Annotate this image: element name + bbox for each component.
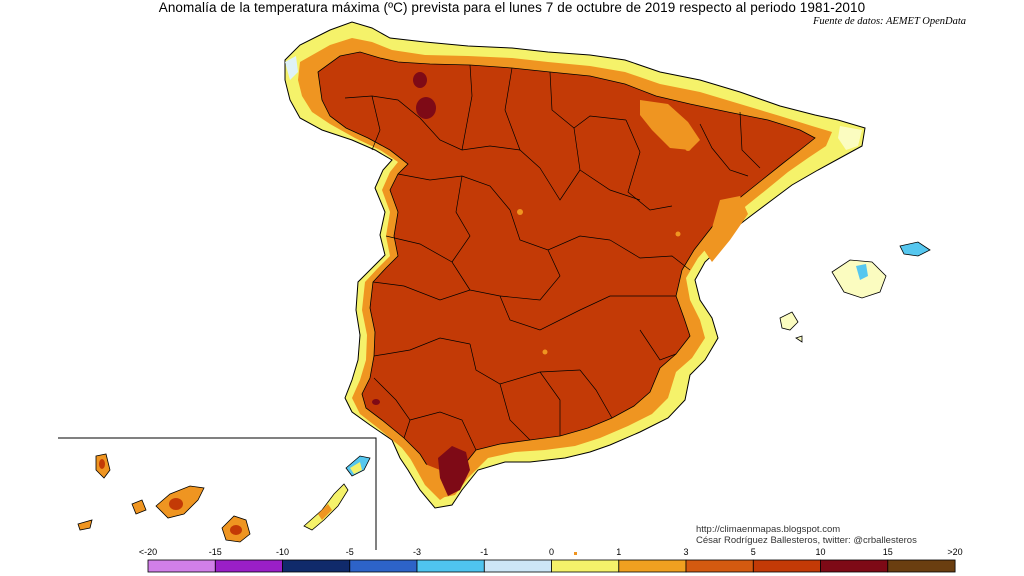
legend-tick-label: 0 [548, 547, 555, 557]
legend-box [416, 559, 485, 573]
author-credit: César Rodríguez Ballesteros, twitter: @c… [696, 535, 917, 546]
el-hierro [77, 519, 93, 531]
legend-tick-label: -10 [275, 547, 290, 557]
la-gomera [131, 499, 147, 515]
legend-box [887, 559, 956, 573]
legend-box [214, 559, 284, 573]
spot-orange-3 [685, 145, 691, 151]
galicia-pale-patch [285, 56, 298, 80]
ebro-orange-patch [640, 100, 700, 150]
hotspot-leon-north [413, 72, 427, 88]
menorca [899, 241, 931, 257]
province-borders [344, 64, 761, 451]
catalonia-pale-patch [838, 126, 862, 150]
gibraltar-strait-patch [410, 458, 452, 500]
peninsula [284, 21, 866, 509]
hotspot-huelva [372, 399, 380, 405]
legend-tick-label: >20 [947, 547, 963, 557]
levante-orange-strip [704, 196, 748, 262]
spot-orange-2 [542, 349, 548, 355]
map-title: Anomalía de la temperatura máxima (ºC) p… [158, 0, 866, 15]
legend-tick-label: -1 [480, 547, 489, 557]
legend-box [685, 559, 754, 573]
balearic-islands [779, 241, 931, 343]
legend-box [551, 559, 620, 573]
legend-tick-label: -5 [345, 547, 354, 557]
legend-colorbar [147, 559, 956, 573]
legend-tick-label: 5 [750, 547, 756, 557]
data-source: Fuente de datos: AEMET OpenData [812, 16, 966, 27]
legend-tick-label: <-20 [138, 547, 158, 557]
blog-credit: http://climaenmapas.blogspot.com [696, 524, 841, 535]
canary-islands-inset [58, 437, 377, 550]
legend-box [752, 559, 821, 573]
spot-orange-4 [675, 231, 681, 237]
legend-box [349, 559, 418, 573]
legend-tick-label: 3 [683, 547, 689, 557]
legend-box [483, 559, 552, 573]
mallorca-blue-patch [856, 264, 868, 280]
hotspot-leon [416, 97, 436, 119]
legend-tick-label: -3 [412, 547, 422, 557]
spot-orange-1 [517, 209, 523, 215]
legend-box [820, 559, 889, 573]
ibiza [779, 311, 799, 331]
legend-tick-label: 15 [882, 547, 893, 557]
formentera [795, 335, 803, 343]
legend-tick-label: -15 [208, 547, 222, 557]
legend-tick-label: 1 [616, 547, 622, 557]
mallorca [831, 259, 887, 299]
inset-frame [58, 437, 377, 550]
legend-tick-label: 10 [815, 547, 826, 557]
hotspot-malaga [438, 446, 470, 496]
legend-box [147, 559, 216, 573]
legend-box [282, 559, 351, 573]
legend-marker-dot [574, 552, 577, 555]
legend-box [618, 559, 687, 573]
